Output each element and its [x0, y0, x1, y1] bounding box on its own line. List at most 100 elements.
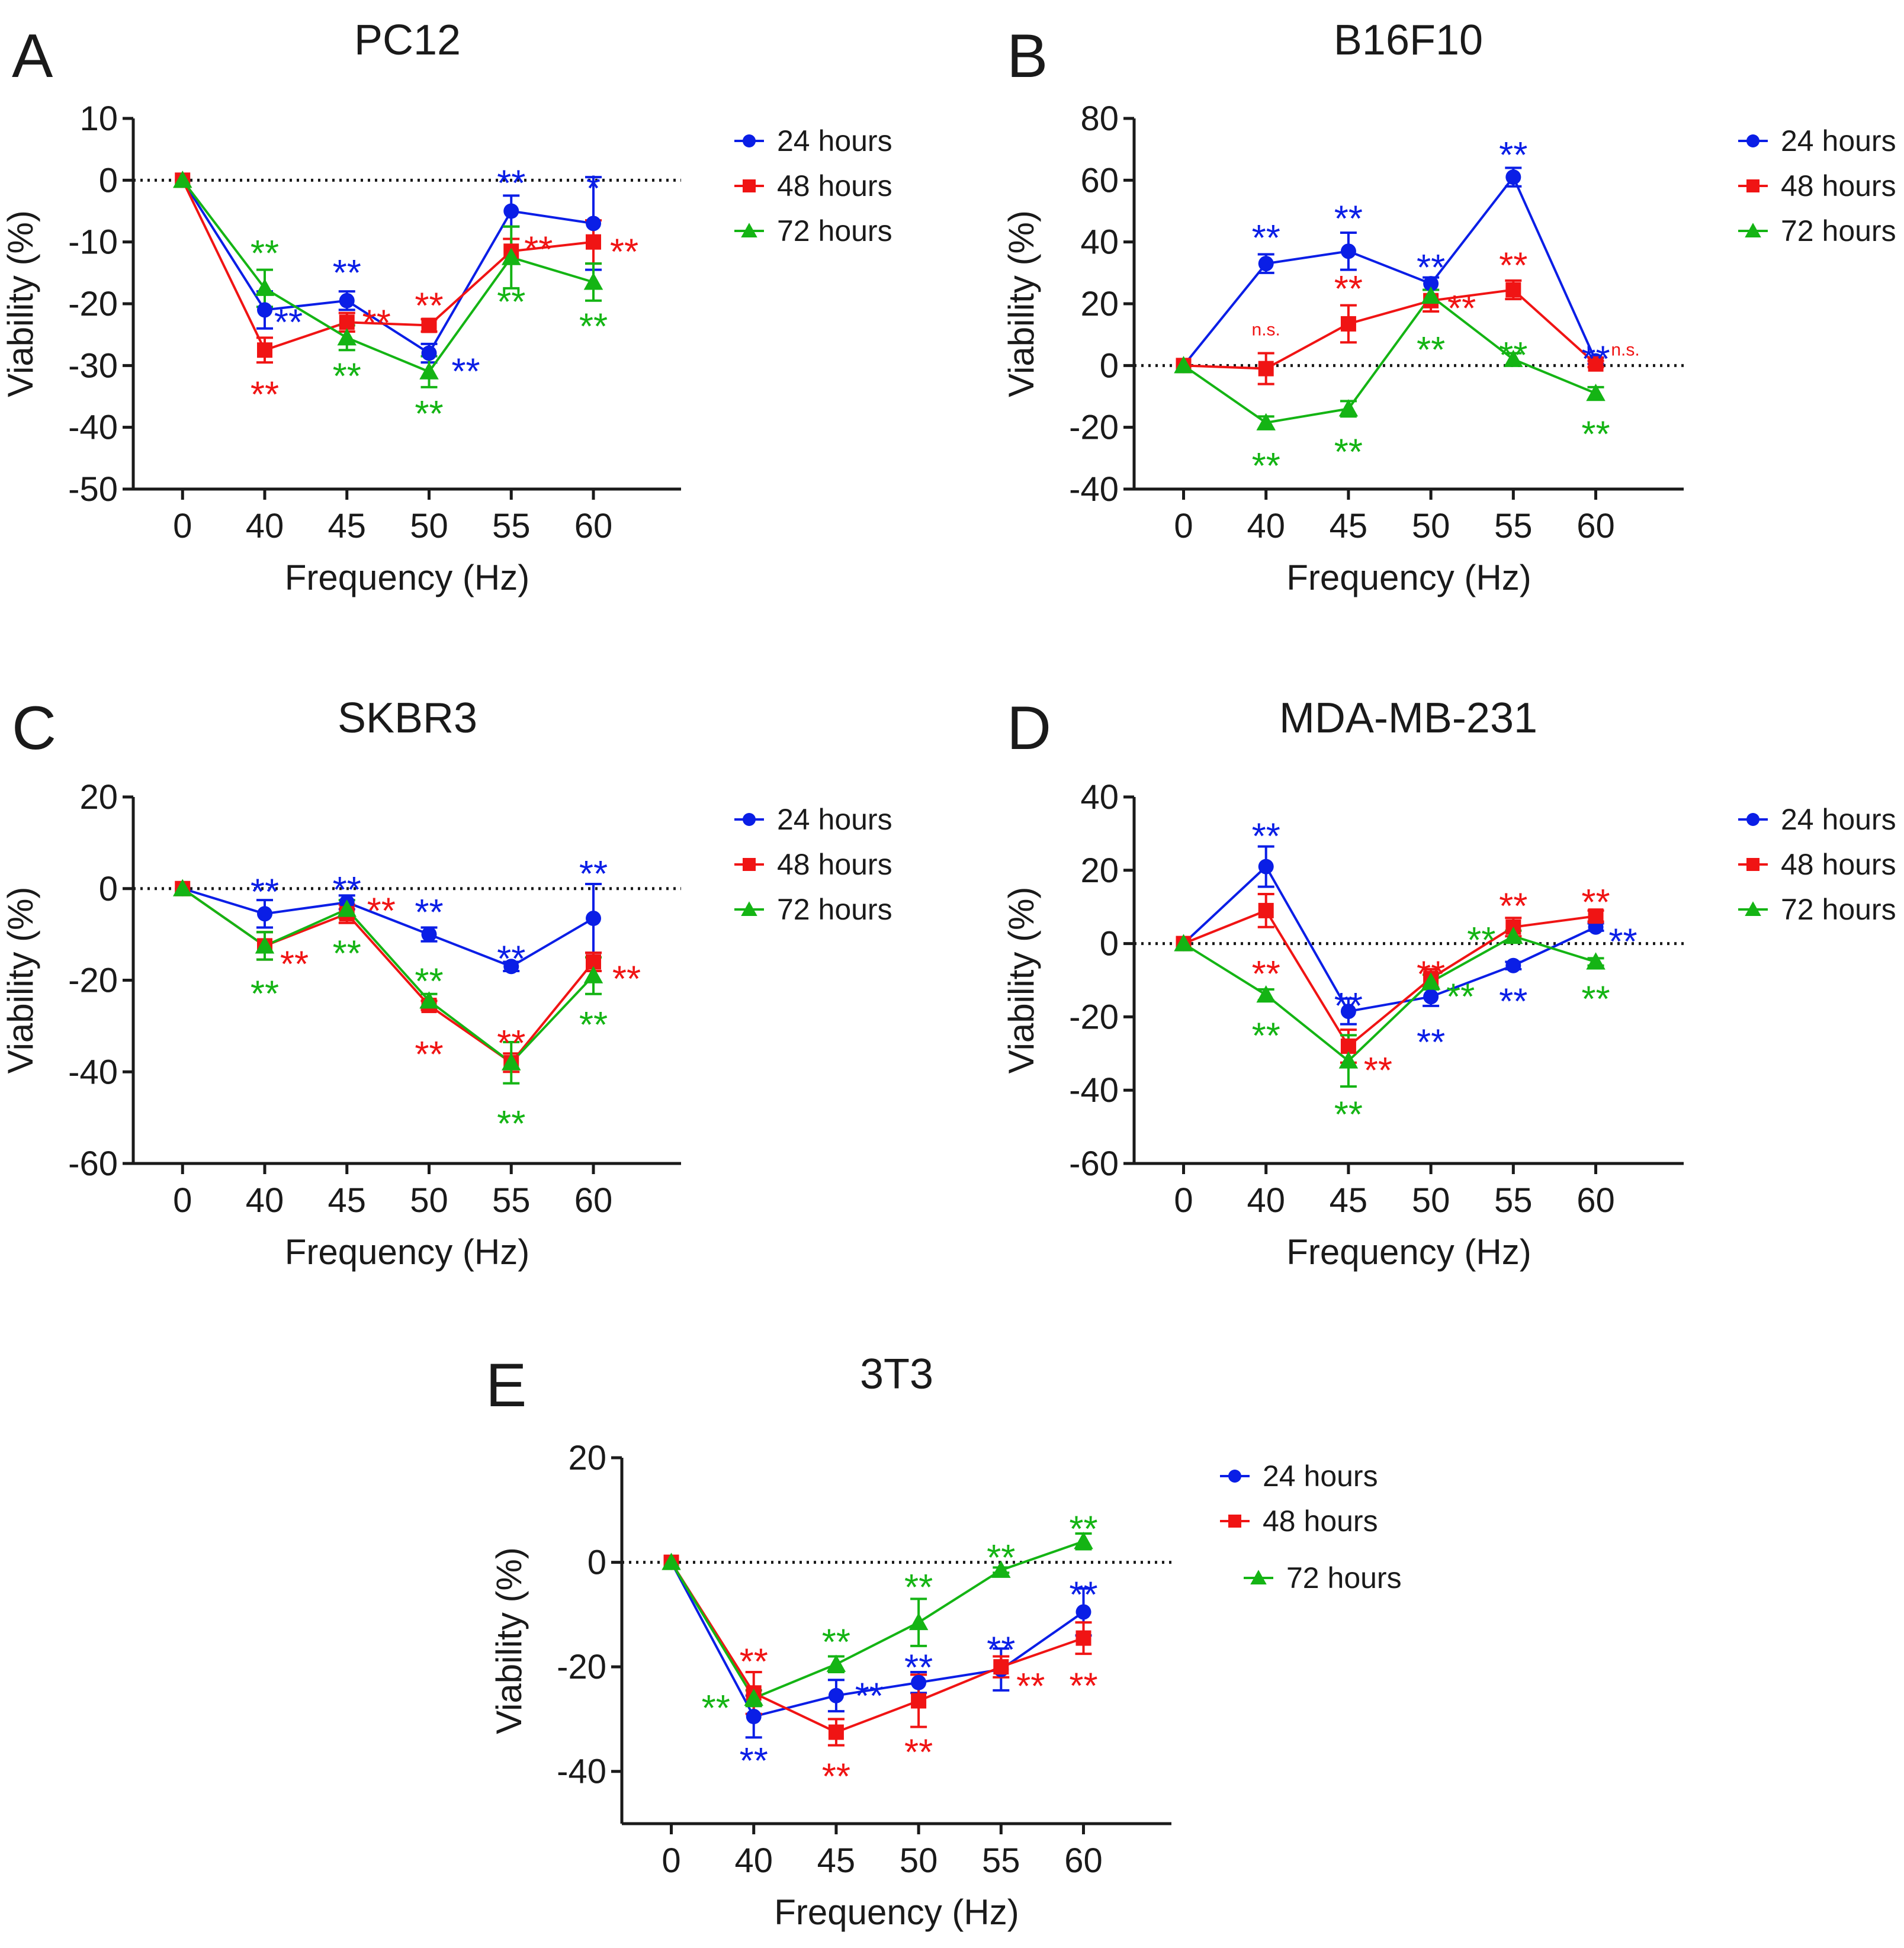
significance-label: ** [251, 872, 279, 912]
x-tick-label: 50 [410, 507, 448, 545]
data-point-triangle [1421, 286, 1441, 304]
legend-item: 48 hours [734, 169, 892, 202]
legend-label: 48 hours [1781, 848, 1896, 881]
x-tick-label: 50 [1412, 507, 1450, 545]
significance-label: ** [1252, 446, 1280, 487]
legend-item: 24 hours [1738, 803, 1896, 836]
data-point-triangle [502, 1053, 521, 1071]
legend-swatch-marker [743, 179, 756, 192]
series-72-hours [181, 179, 602, 388]
markers-72-hours [1174, 286, 1606, 430]
x-tick-label: 55 [492, 1181, 531, 1220]
series-24-hours [1182, 166, 1604, 367]
y-axis-title: Viability (%) [1, 210, 40, 397]
significance-label: ** [1417, 954, 1445, 995]
legend-swatch-marker [743, 858, 756, 871]
data-point-triangle [662, 1552, 681, 1570]
significance-label: ** [1417, 1022, 1445, 1063]
data-point-triangle [1256, 985, 1276, 1003]
significance-label: ** [1334, 198, 1363, 239]
significance-label: ** [1581, 882, 1610, 923]
significance-label: ** [1581, 339, 1610, 380]
legend-item: 72 hours [1738, 214, 1896, 247]
legend-label: 24 hours [1781, 803, 1896, 836]
x-tick-label: 55 [1494, 1181, 1533, 1220]
significance-label: ** [610, 232, 638, 273]
y-tick-label: -30 [68, 346, 118, 385]
legend-label: 24 hours [1263, 1460, 1378, 1493]
legend-swatch-marker [743, 134, 756, 147]
significance-label: ** [1608, 922, 1637, 963]
series-48-hours [1183, 893, 1604, 1064]
series-line [182, 888, 595, 1065]
series-line [182, 887, 595, 968]
ns-label: n.s. [1252, 320, 1280, 340]
legend-label: 24 hours [777, 124, 892, 157]
significance-label: ** [1334, 269, 1363, 310]
significance-label: ** [415, 286, 443, 327]
legend-swatch-marker [1746, 858, 1759, 871]
x-tick-label: 40 [1247, 507, 1285, 545]
y-tick-label: 0 [99, 161, 118, 200]
data-point-triangle [1074, 1532, 1093, 1550]
significance-label: ** [1252, 954, 1280, 995]
panel-title: PC12 [354, 17, 461, 64]
data-point-circle [1423, 276, 1439, 292]
significance-label: ** [579, 1005, 608, 1046]
legend-label: 72 hours [1781, 893, 1896, 926]
data-point-circle [257, 906, 272, 922]
y-tick-label: -60 [1069, 1145, 1119, 1183]
legend-label: 72 hours [1781, 214, 1896, 247]
x-tick-label: 45 [327, 1181, 366, 1220]
y-tick-label: -10 [68, 223, 118, 262]
significance-label: ** [333, 934, 361, 975]
y-tick-label: 0 [587, 1544, 606, 1582]
data-point-circle [828, 1687, 844, 1703]
y-tick-label: 10 [79, 99, 118, 138]
legend-swatch-marker [1745, 901, 1761, 916]
significance-label: ** [702, 1688, 730, 1729]
series-48-hours [670, 1561, 1092, 1747]
significance-label: ** [497, 282, 525, 323]
legend-swatch-marker [743, 813, 756, 826]
data-point-circle [1423, 989, 1439, 1005]
legend: 24 hours 48 hours 72 hours [1738, 124, 1896, 247]
x-tick-label: 45 [1330, 507, 1368, 545]
legend-label: 24 hours [1781, 124, 1896, 157]
data-point-triangle [583, 272, 603, 290]
y-tick-label: 0 [99, 870, 118, 908]
y-tick-label: 60 [1080, 161, 1119, 200]
data-point-triangle [255, 936, 275, 954]
x-tick-label: 40 [246, 507, 284, 545]
y-tick-label: 40 [1080, 778, 1119, 817]
significance-label: ** [1417, 247, 1445, 288]
series-line [670, 1561, 1084, 1718]
y-tick-label: -40 [68, 409, 118, 447]
significance-label: ** [1334, 986, 1363, 1027]
data-point-triangle [1504, 349, 1523, 367]
data-point-square [1258, 361, 1274, 377]
x-axis-title: Frequency (Hz) [1286, 558, 1531, 597]
chart-panel-d: D MDA-MB-231 40 20 0 -20 -40 -60 0 40 45 50 55 60 Freq… [1001, 694, 1896, 1272]
significance-label: ** [415, 1034, 443, 1075]
legend-item: 72 hours [734, 214, 892, 247]
series-line [1183, 864, 1597, 1013]
markers-72-hours [173, 879, 603, 1071]
x-tick-label: 60 [574, 507, 613, 545]
significance-label: ** [987, 1630, 1015, 1671]
y-tick-label: 40 [1080, 223, 1119, 262]
panel-title: B16F10 [1334, 17, 1483, 64]
legend-label: 48 hours [777, 169, 892, 202]
data-point-square [828, 1724, 844, 1740]
data-point-square [1340, 316, 1356, 332]
y-tick-label: -40 [1069, 470, 1119, 509]
data-point-triangle [1504, 926, 1523, 944]
data-point-triangle [991, 1560, 1011, 1578]
data-point-circle [911, 1674, 927, 1690]
y-tick-label: 0 [1100, 925, 1119, 963]
data-point-triangle [1586, 952, 1606, 970]
x-tick-label: 0 [1174, 507, 1193, 545]
significance-label: ** [1252, 218, 1280, 259]
significance-label: ** [362, 303, 391, 343]
